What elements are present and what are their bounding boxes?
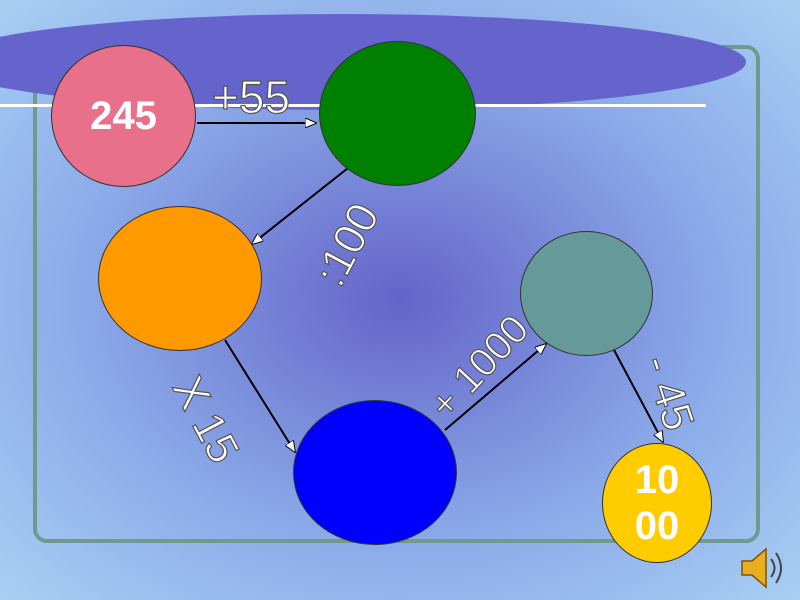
op-add-55: +55 bbox=[211, 70, 291, 123]
arrows bbox=[197, 0, 760, 560]
step3-circle bbox=[293, 400, 457, 545]
step1-circle bbox=[319, 41, 476, 186]
arrow-4 bbox=[444, 344, 546, 431]
end-value-line2: 00 bbox=[634, 504, 680, 548]
step2-circle bbox=[98, 206, 262, 351]
arrow-3 bbox=[224, 339, 295, 452]
arrow-5 bbox=[613, 349, 663, 442]
start-value: 245 bbox=[90, 93, 157, 138]
arrow-2 bbox=[252, 167, 349, 244]
end-circle: 10 00 bbox=[602, 443, 712, 563]
speaker-icon[interactable] bbox=[738, 545, 788, 591]
start-circle: 245 bbox=[51, 45, 196, 187]
step4-circle bbox=[520, 231, 653, 356]
end-value-line1: 10 bbox=[634, 458, 680, 502]
